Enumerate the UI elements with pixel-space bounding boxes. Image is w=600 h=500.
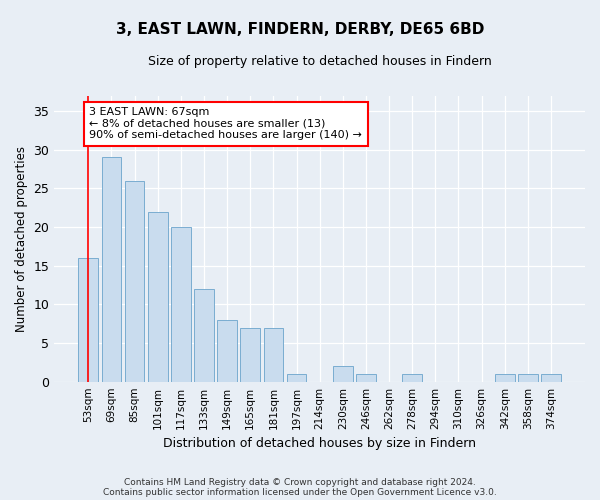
Text: Contains HM Land Registry data © Crown copyright and database right 2024.
Contai: Contains HM Land Registry data © Crown c… — [103, 478, 497, 497]
Bar — [495, 374, 515, 382]
Bar — [333, 366, 353, 382]
Bar — [101, 158, 121, 382]
Bar — [356, 374, 376, 382]
Bar — [403, 374, 422, 382]
Bar — [171, 227, 191, 382]
Y-axis label: Number of detached properties: Number of detached properties — [15, 146, 28, 332]
Bar — [263, 328, 283, 382]
Bar — [217, 320, 237, 382]
Bar — [79, 258, 98, 382]
Bar — [518, 374, 538, 382]
Bar — [194, 289, 214, 382]
Bar — [287, 374, 307, 382]
Bar — [125, 180, 145, 382]
Bar — [541, 374, 561, 382]
Bar — [241, 328, 260, 382]
Bar — [148, 212, 167, 382]
Text: 3 EAST LAWN: 67sqm
← 8% of detached houses are smaller (13)
90% of semi-detached: 3 EAST LAWN: 67sqm ← 8% of detached hous… — [89, 107, 362, 140]
Title: Size of property relative to detached houses in Findern: Size of property relative to detached ho… — [148, 55, 491, 68]
Text: 3, EAST LAWN, FINDERN, DERBY, DE65 6BD: 3, EAST LAWN, FINDERN, DERBY, DE65 6BD — [116, 22, 484, 38]
X-axis label: Distribution of detached houses by size in Findern: Distribution of detached houses by size … — [163, 437, 476, 450]
